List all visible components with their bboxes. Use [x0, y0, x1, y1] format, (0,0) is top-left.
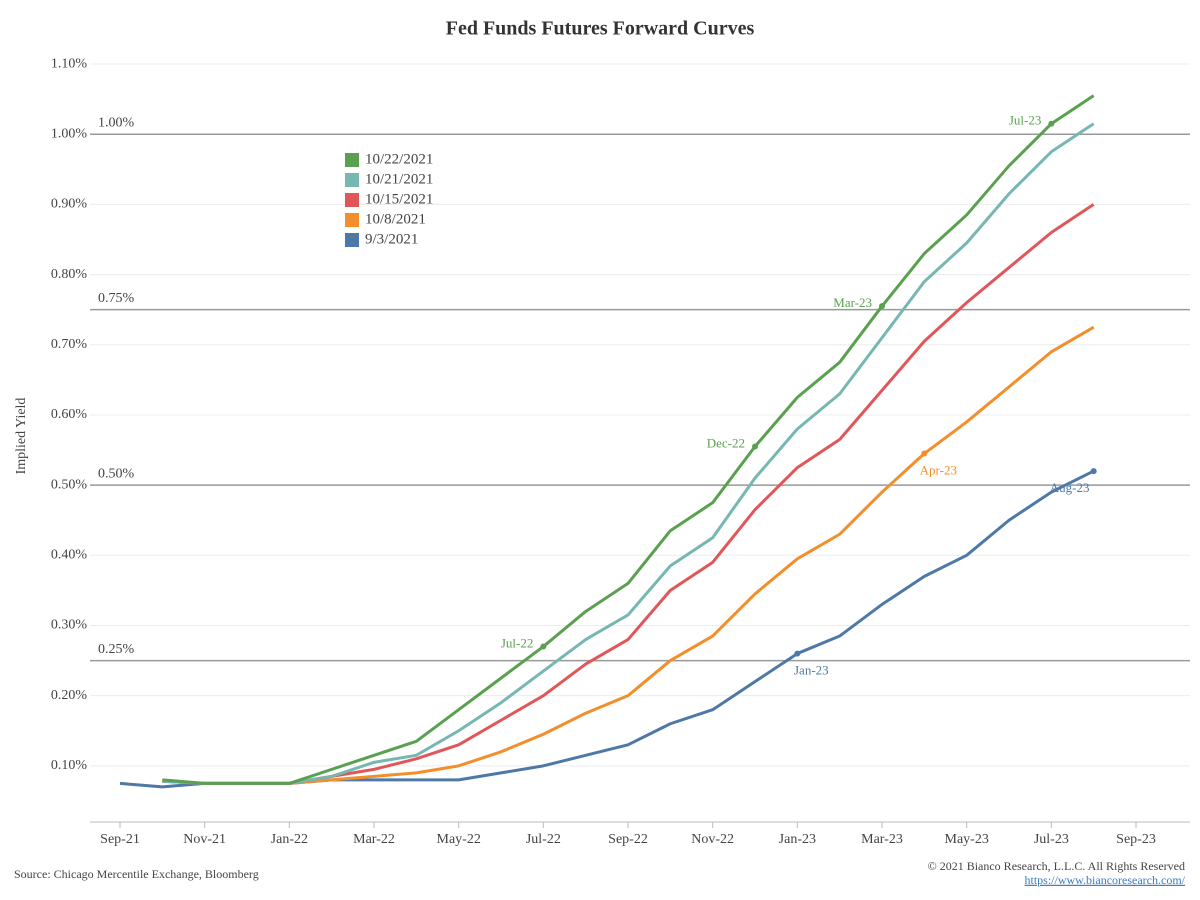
legend-swatch	[345, 193, 359, 207]
annotation-point	[879, 303, 885, 310]
x-tick-label: May-22	[437, 832, 481, 847]
reference-label: 1.00%	[98, 115, 135, 130]
legend-swatch	[345, 233, 359, 247]
x-tick-label: Sep-21	[100, 832, 140, 847]
annotation-point	[540, 643, 547, 650]
chart-title: Fed Funds Futures Forward Curves	[446, 18, 755, 40]
legend: 10/22/2021 10/21/2021 10/15/2021 10/8/2021 9…	[345, 151, 433, 247]
reference-label: 0.50%	[98, 466, 135, 481]
annotation-label: Dec-22	[707, 436, 745, 451]
x-tick-label: Nov-21	[183, 832, 226, 847]
series-line	[162, 94, 1095, 785]
legend-swatch	[345, 213, 359, 227]
annotation-label: Mar-23	[833, 295, 872, 310]
legend-label: 10/8/2021	[365, 211, 426, 227]
y-axis-label: Implied Yield	[14, 398, 29, 475]
url[interactable]: https://www.biancoresearch.com/	[1024, 873, 1185, 887]
y-tick-label: 0.10%	[51, 758, 88, 773]
annotation-label: Jul-22	[501, 636, 534, 651]
x-tick-label: Jan-23	[779, 832, 816, 847]
y-tick-label: 0.20%	[51, 688, 88, 703]
annotation-label: Jan-23	[794, 663, 829, 678]
x-tick-label: May-23	[945, 832, 989, 847]
y-tick-label: 1.10%	[51, 56, 88, 71]
legend-label: 9/3/2021	[365, 231, 418, 247]
y-tick-label: 0.60%	[51, 407, 88, 422]
annotation-point	[1048, 120, 1055, 127]
annotation-point	[921, 450, 928, 457]
legend-label: 10/22/2021	[365, 151, 433, 167]
y-tick-label: 0.30%	[51, 618, 88, 633]
y-tick-label: 0.70%	[51, 337, 88, 352]
x-tick-label: Jul-23	[1034, 832, 1069, 847]
legend-swatch	[345, 173, 359, 187]
x-tick-label: Jan-22	[271, 832, 308, 847]
annotation-label: Apr-23	[920, 463, 957, 478]
annotation-label: Aug-23	[1050, 480, 1090, 495]
x-tick-label: Sep-23	[1116, 832, 1156, 847]
x-tick-label: Sep-22	[608, 832, 648, 847]
series-line	[119, 469, 1095, 789]
source: Source: Chicago Mercentile Exchange, Blo…	[14, 867, 259, 881]
y-tick-label: 0.80%	[51, 267, 88, 282]
x-tick-label: Nov-22	[691, 832, 734, 847]
copyright: © 2021 Bianco Research, L.L.C. All Right…	[928, 859, 1185, 873]
y-tick-label: 1.00%	[51, 126, 88, 141]
legend-swatch	[345, 153, 359, 167]
annotation-point	[1090, 468, 1097, 475]
series-line	[162, 325, 1095, 785]
annotation-point	[794, 650, 801, 657]
x-tick-label: Mar-23	[861, 832, 903, 847]
legend-label: 10/21/2021	[365, 171, 433, 187]
legend-label: 10/15/2021	[365, 191, 433, 207]
series-line	[162, 122, 1095, 785]
y-tick-label: 0.90%	[51, 197, 88, 212]
y-tick-label: 0.40%	[51, 548, 88, 563]
x-tick-label: Mar-22	[353, 832, 395, 847]
y-tick-label: 0.50%	[51, 477, 88, 492]
annotation-point	[752, 443, 758, 450]
x-tick-label: Jul-22	[526, 832, 561, 847]
reference-label: 0.25%	[98, 642, 135, 657]
reference-label: 0.75%	[98, 291, 135, 306]
annotation-label: Jul-23	[1009, 113, 1042, 128]
